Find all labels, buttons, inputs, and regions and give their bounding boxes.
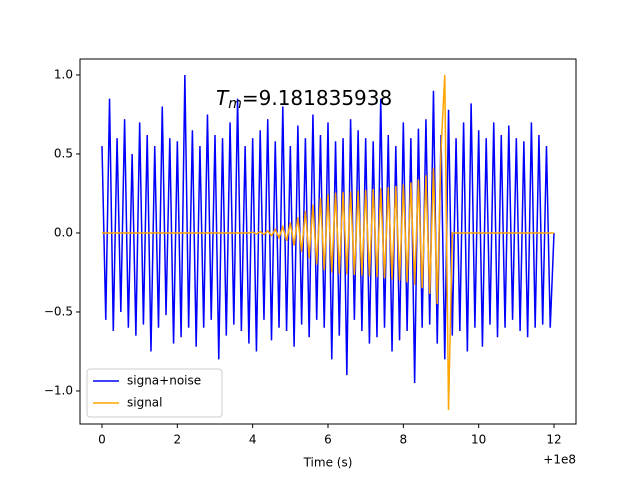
plot-area bbox=[101, 74, 555, 410]
x-offset-label: +1e8 bbox=[543, 453, 576, 467]
x-tick-label: 6 bbox=[324, 433, 332, 447]
x-tick-label: 8 bbox=[400, 433, 408, 447]
y-tick-label: 1.0 bbox=[54, 67, 73, 81]
series-line bbox=[101, 74, 555, 384]
y-tick-label: −1.0 bbox=[44, 383, 73, 397]
series-line bbox=[101, 74, 555, 410]
annotation-symbol: T bbox=[216, 86, 230, 110]
y-tick-label: −0.5 bbox=[44, 304, 73, 318]
annotation-subscript: m bbox=[228, 96, 242, 112]
annotation: Tm=9.181835938 bbox=[216, 86, 392, 113]
x-tick-label: 12 bbox=[546, 433, 561, 447]
legend-box bbox=[86, 368, 223, 418]
y-tick-label: 0.0 bbox=[54, 225, 73, 239]
legend-label: signa+noise bbox=[127, 374, 201, 388]
annotation-text: =9.181835938 bbox=[242, 86, 392, 110]
x-tick-label: 2 bbox=[174, 433, 182, 447]
x-tick-label: 0 bbox=[98, 433, 106, 447]
x-axis-label: Time (s) bbox=[303, 456, 353, 470]
y-tick-label: 0.5 bbox=[54, 146, 73, 160]
x-tick-label: 10 bbox=[471, 433, 486, 447]
x-tick-label: 4 bbox=[249, 433, 257, 447]
legend-label: signal bbox=[127, 396, 163, 410]
